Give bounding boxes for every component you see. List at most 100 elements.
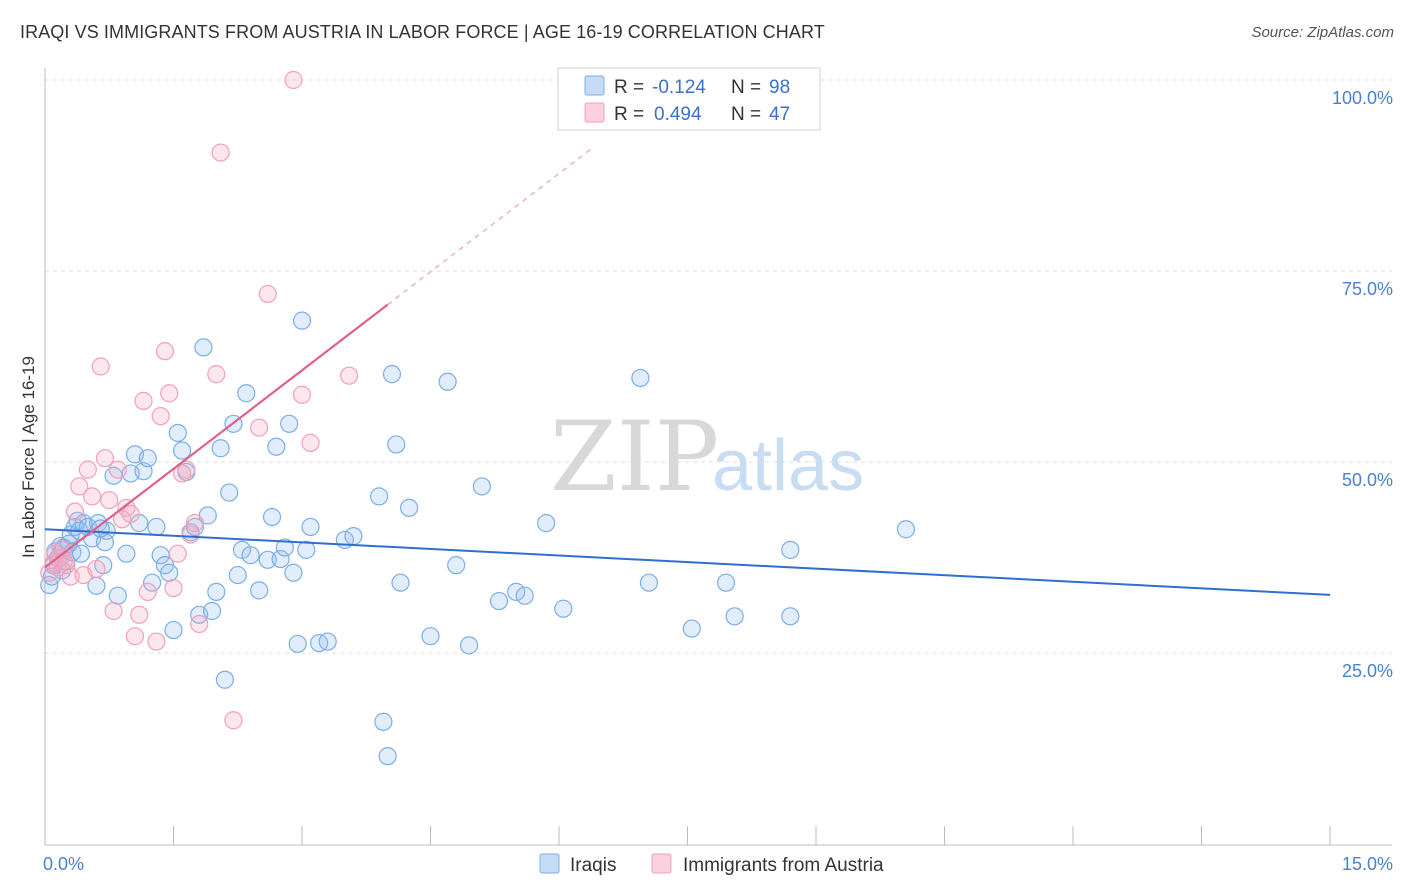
bottom-legend-austria: Immigrants from Austria [683,855,884,876]
point-iraqis [896,520,916,539]
point-austria [91,357,110,376]
point-iraqis [537,514,556,533]
legend-r-label: R = [614,77,644,98]
y-axis-title: In Labor Force | Age 16-19 [19,356,38,558]
point-austria [168,544,187,563]
point-austria [151,407,170,426]
point-iraqis [228,565,247,585]
point-iraqis [271,549,290,569]
axes [44,68,1392,846]
point-austria [100,491,119,510]
point-austria [83,487,102,506]
point-austria [164,578,183,598]
point-iraqis [515,586,534,605]
y-tick-label: 50.0% [1342,470,1393,490]
legend-n-austria: 47 [769,104,790,125]
bottom-swatch-austria [651,853,672,874]
data-points [40,70,916,766]
point-austria [292,385,312,404]
point-iraqis [202,601,222,621]
point-iraqis [489,591,509,611]
point-iraqis [95,533,115,552]
point-iraqis [164,620,183,640]
point-iraqis [725,607,744,626]
point-iraqis [250,581,269,600]
legend-r-label-2: R = [614,104,644,125]
point-iraqis [138,449,157,468]
bottom-legend: Iraqis Immigrants from Austria [539,853,884,876]
bottom-swatch-iraqis [539,853,560,874]
point-austria [250,418,269,437]
legend-n-iraqis: 98 [769,77,790,98]
y-tick-label: 75.0% [1342,279,1393,299]
legend-n-label: N = [731,77,761,98]
trend-line-iraqis [44,528,1331,596]
point-iraqis [447,556,466,575]
chart-title: IRAQI VS IMMIGRANTS FROM AUSTRIA IN LABO… [20,22,825,42]
point-austria [70,477,89,496]
point-austria [112,510,132,529]
point-iraqis [472,477,491,496]
point-austria [301,433,320,452]
point-austria [78,460,97,479]
point-austria [134,391,153,410]
point-iraqis [147,517,166,537]
point-austria [95,449,115,468]
source-label: Source: ZipAtlas.com [1251,24,1394,41]
point-iraqis [258,550,277,569]
point-iraqis [280,414,299,433]
point-austria [125,627,145,646]
point-austria [87,559,106,579]
point-austria [258,284,277,304]
legend-r-iraqis: -0.124 [652,77,706,98]
trend-lines [44,146,1331,596]
bottom-legend-iraqis: Iraqis [570,855,616,876]
point-austria [155,342,175,361]
trend-line-austria [44,303,389,569]
x-tick-label: 0.0% [43,854,84,874]
point-iraqis [232,540,252,559]
point-austria [138,582,157,601]
watermark-zip: ZIP [550,401,719,513]
point-iraqis [172,441,192,460]
point-iraqis [117,544,136,563]
point-iraqis [391,573,410,592]
point-iraqis [378,747,397,766]
y-tick-label: 25.0% [1342,661,1393,681]
point-iraqis [554,599,573,618]
point-austria [207,365,226,384]
point-iraqis [370,487,389,506]
point-iraqis [71,544,91,563]
point-austria [224,711,243,730]
point-iraqis [301,517,320,537]
point-iraqis [421,627,440,646]
point-iraqis [344,527,363,546]
point-iraqis [241,546,260,565]
point-iraqis [207,582,226,601]
point-iraqis [211,439,230,458]
watermark-atlas: atlas [712,426,864,506]
point-iraqis [108,586,127,605]
legend-n-label-2: N = [731,104,761,125]
point-iraqis [292,311,312,330]
point-austria [104,601,123,621]
point-austria [177,460,196,479]
point-iraqis [716,573,736,592]
point-iraqis [459,636,479,655]
point-iraqis [382,365,402,384]
point-iraqis [639,573,659,592]
point-austria [211,143,230,162]
point-iraqis [297,540,316,559]
point-austria [130,605,149,624]
point-iraqis [781,540,800,559]
point-iraqis [399,498,419,517]
point-iraqis [237,384,256,403]
point-iraqis [438,372,457,391]
point-austria [190,614,209,634]
point-iraqis [288,634,307,653]
point-iraqis [262,507,282,527]
point-austria [284,70,303,90]
point-iraqis [220,483,239,502]
point-austria [185,514,205,533]
